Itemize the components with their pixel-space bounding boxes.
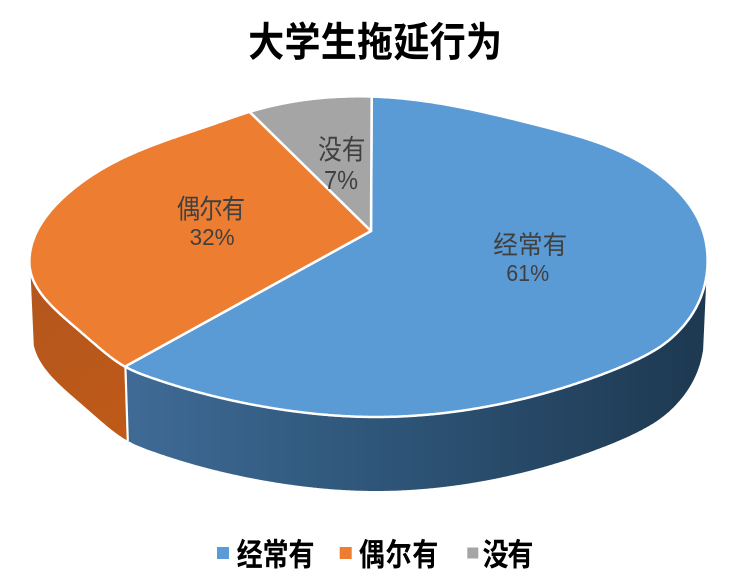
svg-text:61%: 61% [506,260,549,286]
svg-text:32%: 32% [190,224,235,250]
svg-text:7%: 7% [324,165,358,195]
